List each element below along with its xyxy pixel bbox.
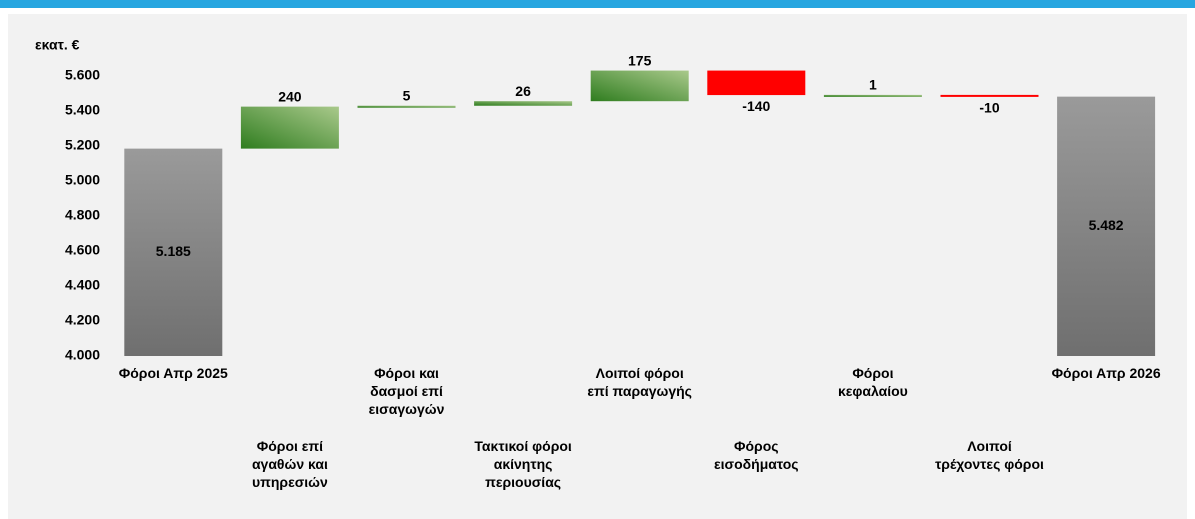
y-tick-label: 5.000 (65, 172, 100, 188)
bar (124, 148, 223, 356)
value-label: 26 (515, 83, 531, 99)
bar (240, 106, 339, 149)
value-label: -140 (742, 98, 770, 114)
x-tick-label: Λοιποί φόροι επί παραγωγής (587, 365, 692, 399)
value-label: 1 (869, 77, 877, 93)
y-tick-label: 4.600 (65, 242, 100, 258)
bar (823, 94, 922, 97)
bar (940, 94, 1039, 97)
value-label: -10 (979, 100, 999, 116)
x-tick-label: Φόροι κεφαλαίου (837, 365, 908, 399)
y-tick-label: 5.200 (65, 137, 100, 153)
value-label: 175 (628, 52, 652, 68)
y-axis-label: εκατ. € (35, 37, 80, 53)
x-tick-label: Φόροι και δασμοί επί εισαγωγών (368, 365, 445, 417)
header-band (0, 0, 1195, 8)
bar (357, 105, 456, 108)
x-tick-label: Φόροι Απρ 2026 (1051, 365, 1161, 381)
bar (707, 70, 806, 96)
x-tick-label: Λοιποί τρέχοντες φόροι (935, 438, 1044, 472)
bar (590, 70, 689, 102)
bar (474, 101, 573, 106)
y-tick-label: 4.200 (65, 312, 100, 328)
y-tick-label: 5.400 (65, 102, 100, 118)
y-tick-label: 4.400 (65, 277, 100, 293)
x-tick-label: Φόροι Απρ 2025 (118, 365, 228, 381)
value-label: 5.482 (1089, 217, 1124, 233)
y-tick-label: 4.800 (65, 207, 100, 223)
x-tick-label: Φόρος εισοδήματος (714, 438, 799, 472)
x-tick-label: Φόροι επί αγαθών και υπηρεσιών (251, 438, 328, 490)
value-label: 240 (278, 88, 302, 104)
bar (1057, 96, 1156, 357)
y-tick-label: 5.600 (65, 67, 100, 83)
value-label: 5 (403, 87, 411, 103)
x-tick-label: Τακτικοί φόροι ακίνητης περιουσίας (474, 438, 572, 490)
value-label: 5.185 (156, 243, 191, 259)
y-tick-label: 4.000 (65, 347, 100, 363)
